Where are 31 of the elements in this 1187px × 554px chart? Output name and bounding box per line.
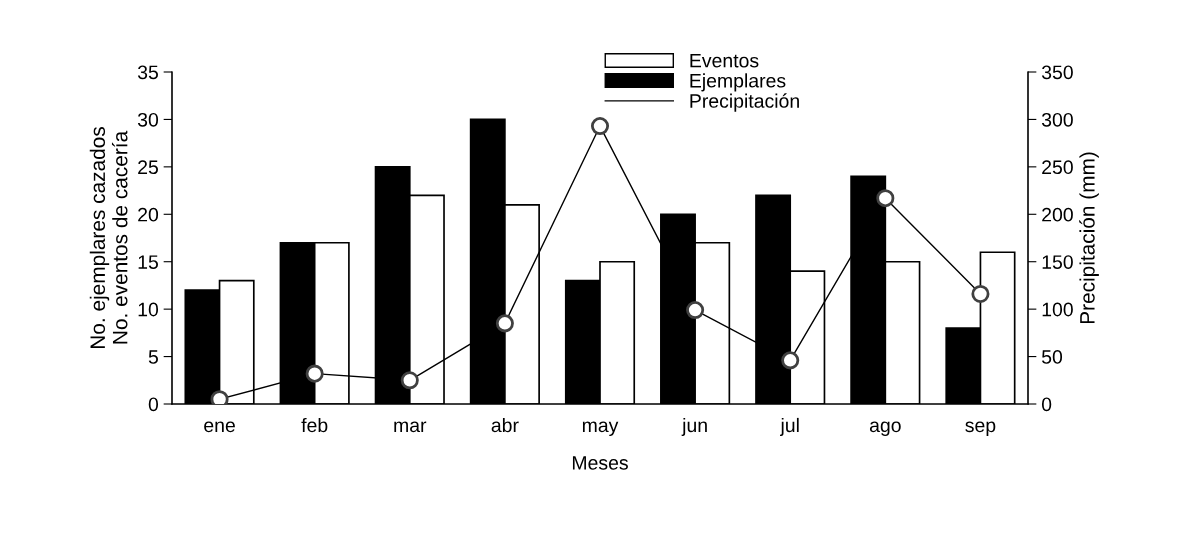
y-tick-label: 25 <box>138 160 158 175</box>
y-tick-label: 0 <box>148 397 159 412</box>
y2-tick-label: 300 <box>1041 112 1073 127</box>
y2-tick-label: 100 <box>1042 302 1073 317</box>
y2-tick-label: 50 <box>1041 350 1063 364</box>
x-tick-label: may <box>582 421 619 437</box>
x-tick-label: mar <box>394 421 427 433</box>
x-tick-label: feb <box>301 417 328 433</box>
y2-tick-label: 350 <box>1041 65 1073 80</box>
y-tick-label: 30 <box>137 112 159 127</box>
y2-tick-label: 250 <box>1042 160 1073 175</box>
x-tick-label: ene <box>204 421 235 433</box>
legend-label: Precipitación <box>690 93 799 112</box>
y-tick-label: 15 <box>138 255 158 269</box>
x-tick-label: abr <box>491 417 519 433</box>
x-tick-label: jun <box>681 417 707 437</box>
y2-tick-label: 150 <box>1042 255 1073 269</box>
legend-label: Eventos <box>690 53 759 68</box>
x-tick-label: sep <box>965 421 996 437</box>
x-tick-label: jul <box>780 417 799 437</box>
y-tick-label: 35 <box>137 65 158 80</box>
x-axis-title: Meses <box>572 456 628 470</box>
y2-axis-title: Precipitación (mm) <box>1079 152 1099 324</box>
y-axis-title: No. ejemplares cazados No. eventos de cacería <box>89 127 128 349</box>
legend-label: Ejemplares <box>690 73 786 92</box>
y-tick-label: 5 <box>148 350 158 364</box>
y-tick-label: 20 <box>138 207 159 222</box>
y2-tick-label: 200 <box>1042 207 1073 222</box>
y-tick-label: 10 <box>138 302 159 317</box>
y2-tick-label: 0 <box>1041 397 1052 412</box>
x-tick-label: ago <box>869 421 901 437</box>
